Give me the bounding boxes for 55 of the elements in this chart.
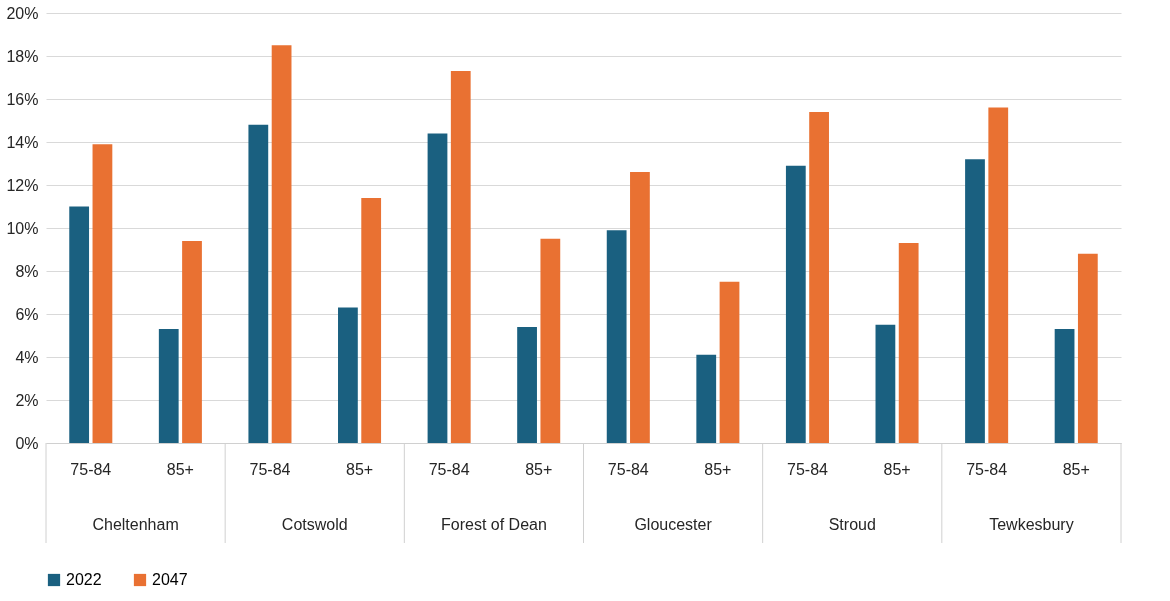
bar bbox=[427, 133, 448, 443]
bar bbox=[517, 326, 537, 443]
bar bbox=[450, 71, 471, 443]
legend-label: 2022 bbox=[66, 571, 102, 588]
bar bbox=[271, 45, 292, 443]
text: Cheltenham bbox=[92, 516, 179, 533]
text: Forest of Dean bbox=[441, 516, 547, 533]
y-tick-label: 18% bbox=[6, 47, 39, 65]
bar bbox=[540, 238, 561, 443]
y-tick-label: 4% bbox=[15, 348, 39, 366]
text: Cotswold bbox=[281, 516, 348, 533]
x-tick-label: 85+ bbox=[704, 460, 732, 478]
x-tick-label: 75-84 bbox=[607, 460, 649, 478]
text: Gloucester bbox=[634, 516, 713, 533]
bar bbox=[182, 240, 202, 443]
text: Tewkesbury bbox=[989, 516, 1074, 533]
x-tick-label: 85+ bbox=[345, 460, 374, 478]
bar bbox=[92, 144, 113, 443]
legend-label: 2047 bbox=[152, 571, 188, 588]
y-tick-label: 12% bbox=[6, 176, 39, 194]
y-tick-label: 20% bbox=[6, 4, 39, 22]
y-tick-label: 8% bbox=[15, 262, 39, 280]
bar bbox=[606, 230, 627, 443]
y-tick-label: 0% bbox=[15, 434, 39, 452]
bar bbox=[1054, 329, 1075, 443]
text: Stroud bbox=[828, 516, 876, 533]
x-tick-label: 75-84 bbox=[428, 460, 470, 478]
bar bbox=[898, 243, 919, 443]
x-tick-label: 85+ bbox=[883, 460, 911, 478]
bar bbox=[158, 329, 179, 443]
x-tick-label: 85+ bbox=[166, 460, 194, 478]
y-tick-label: 2% bbox=[15, 391, 39, 409]
bar bbox=[719, 281, 740, 443]
bar bbox=[875, 324, 896, 443]
bar bbox=[69, 206, 90, 443]
y-tick-label: 10% bbox=[6, 219, 39, 237]
x-tick-label: 75-84 bbox=[787, 460, 829, 478]
y-tick-label: 14% bbox=[6, 133, 39, 151]
bar bbox=[988, 107, 1009, 443]
bar bbox=[696, 354, 717, 443]
bar bbox=[248, 124, 269, 443]
x-tick-label: 75-84 bbox=[966, 460, 1008, 478]
x-tick-label: 85+ bbox=[1062, 460, 1090, 478]
bar bbox=[361, 197, 382, 443]
x-tick-label: 85+ bbox=[525, 460, 553, 478]
x-tick-label: 75-84 bbox=[70, 460, 112, 478]
x-tick-label: 75-84 bbox=[249, 460, 291, 478]
bar bbox=[809, 111, 829, 443]
bar bbox=[338, 307, 358, 443]
y-tick-label: 16% bbox=[6, 90, 39, 108]
bar bbox=[1077, 253, 1098, 443]
bar bbox=[785, 165, 806, 443]
bar bbox=[965, 159, 985, 443]
bar bbox=[630, 172, 650, 443]
y-tick-label: 6% bbox=[15, 305, 39, 323]
